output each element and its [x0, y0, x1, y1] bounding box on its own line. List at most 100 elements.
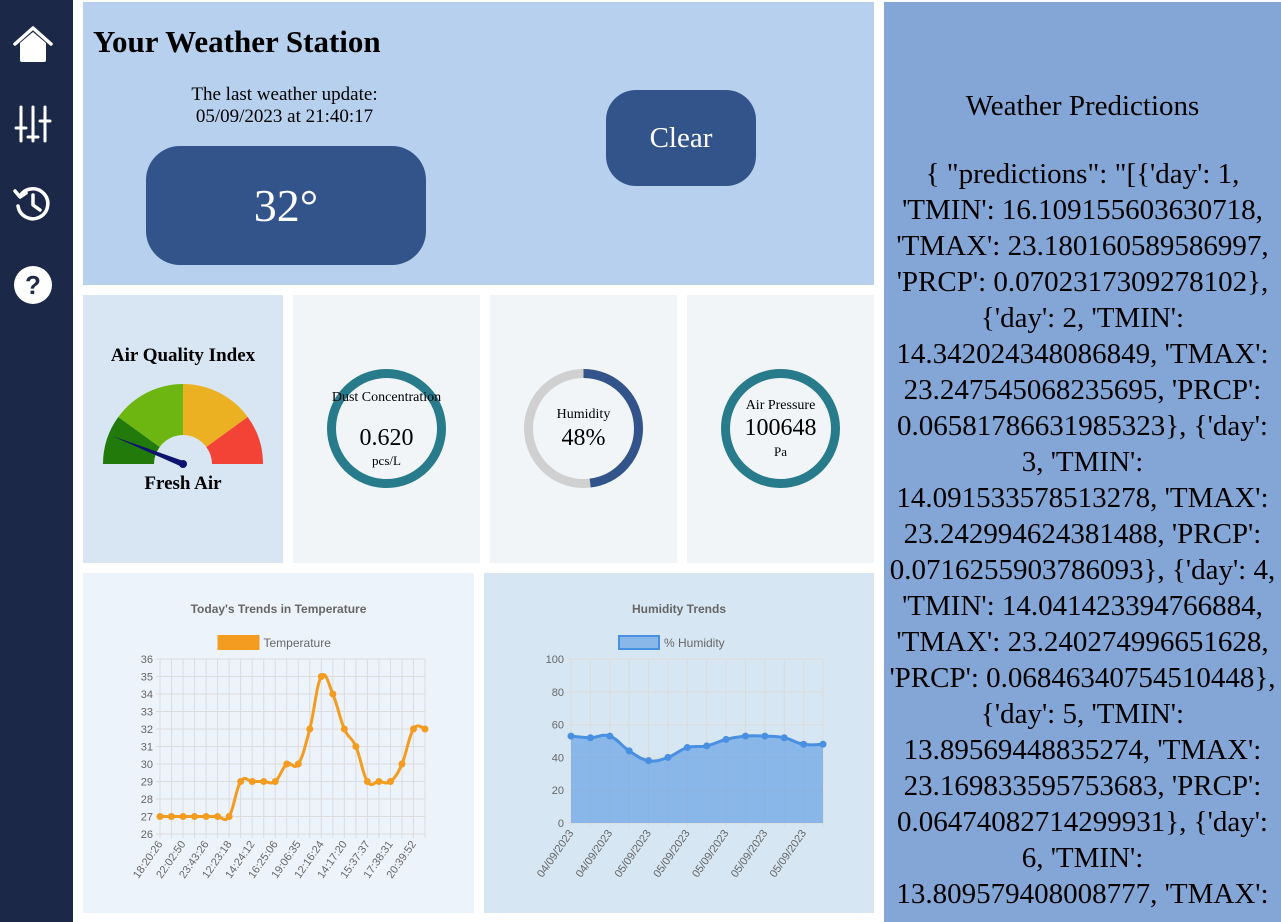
predictions-title: Weather Predictions	[965, 90, 1200, 122]
predictions-panel: Weather Predictions { "predictions": "[{…	[884, 2, 1281, 922]
data-point	[421, 725, 429, 733]
pressure-ring	[721, 369, 840, 488]
humidity-value: 48%	[561, 425, 606, 451]
data-point	[606, 732, 614, 740]
dust-ring	[327, 369, 446, 488]
x-tick-label: 05/09/2023	[690, 828, 731, 880]
dust-label: Dust Concentration	[331, 390, 442, 405]
data-point	[703, 742, 711, 750]
air-quality-card: Air Quality Index Fresh Air	[83, 295, 283, 563]
y-tick-label: 31	[141, 742, 153, 754]
data-point	[237, 778, 245, 785]
data-point	[179, 813, 187, 820]
aqi-title: Air Quality Index	[110, 345, 256, 366]
y-tick-label: 33	[141, 707, 153, 719]
y-tick-label: 30	[141, 759, 153, 771]
humidity-level-arc	[524, 369, 643, 488]
y-tick-label: 40	[552, 752, 564, 764]
y-tick-label: 80	[552, 687, 564, 699]
y-tick-label: 26	[141, 829, 153, 841]
data-point	[352, 743, 360, 750]
last-update-time: 05/09/2023 at 21:40:17	[195, 106, 374, 127]
clear-button[interactable]: Clear	[606, 90, 756, 186]
nav-help-button[interactable]: ?	[13, 265, 53, 305]
dust-concentration-card: Dust Concentration 0.620 pcs/L	[293, 295, 480, 563]
weather-station-panel: Your Weather Station The last weather up…	[83, 2, 874, 285]
home-icon	[13, 26, 53, 62]
gauge-segment-moderate	[118, 384, 183, 447]
x-tick-label: 05/09/2023	[651, 828, 692, 880]
humidity-chart-panel: Humidity Trends % Humidity 0 20 40 60 80 100 04/…	[484, 573, 874, 913]
pressure-value: 100648	[744, 415, 817, 441]
gauge-segment-good	[103, 416, 160, 464]
data-point	[683, 744, 691, 752]
dust-unit: pcs/L	[372, 453, 401, 468]
aqi-gauge	[103, 384, 263, 468]
aqi-status: Fresh Air	[144, 473, 222, 494]
legend-label: Temperature	[264, 636, 332, 650]
data-point	[306, 725, 314, 733]
y-tick-label: 60	[552, 720, 564, 732]
y-tick-label: 35	[141, 672, 153, 684]
gauge-segment-hazardous	[206, 416, 263, 464]
legend-swatch	[217, 635, 260, 650]
data-point	[156, 813, 164, 820]
data-point	[317, 673, 325, 680]
data-point	[722, 735, 730, 743]
sliders-icon	[14, 105, 52, 143]
data-point	[664, 753, 672, 761]
x-tick-label: 05/09/2023	[729, 828, 770, 880]
data-point	[386, 778, 394, 785]
x-tick-label: 04/09/2023	[574, 828, 615, 880]
gauge-segment-poor	[183, 384, 248, 447]
last-update-label: The last weather update:	[191, 84, 378, 105]
humidity-card: Humidity 48%	[490, 295, 677, 563]
data-point	[586, 734, 594, 742]
x-tick-label: 05/09/2023	[613, 828, 654, 880]
air-pressure-card: Air Pressure 100648 Pa	[687, 295, 874, 563]
temperature-chart: Today's Trends in Temperature Temperature…	[131, 602, 429, 881]
y-tick-label: 36	[141, 654, 153, 666]
data-point	[294, 760, 302, 768]
data-point	[260, 778, 268, 785]
chart-title: Today's Trends in Temperature	[191, 602, 367, 616]
data-point	[214, 813, 222, 820]
y-tick-label: 20	[552, 785, 564, 797]
current-temperature: 32°	[146, 146, 426, 265]
data-point	[409, 725, 417, 733]
data-point	[625, 747, 633, 755]
data-point	[363, 778, 371, 785]
y-tick-label: 32	[141, 724, 153, 736]
data-point	[168, 813, 176, 820]
y-tick-label: 27	[141, 812, 153, 824]
chart-title: Humidity Trends	[632, 602, 726, 616]
data-point	[567, 732, 575, 740]
gauge-needle-shape	[112, 436, 185, 467]
y-tick-label: 100	[546, 654, 564, 666]
data-point	[375, 778, 383, 785]
data-point	[271, 778, 279, 785]
nav-history-button[interactable]	[13, 184, 53, 224]
gauge-needle	[112, 436, 187, 468]
data-point	[329, 690, 337, 698]
page-title: Your Weather Station	[93, 24, 381, 59]
data-point	[191, 813, 199, 820]
data-point	[761, 732, 769, 740]
y-tick-label: 28	[141, 794, 153, 806]
data-point	[398, 760, 406, 768]
help-icon: ?	[14, 266, 52, 304]
pressure-unit: Pa	[774, 444, 787, 459]
data-point	[741, 732, 749, 740]
data-point	[248, 778, 256, 785]
nav-home-button[interactable]	[13, 24, 53, 64]
nav-settings-button[interactable]	[13, 104, 53, 144]
series-area	[571, 735, 823, 823]
data-point	[225, 813, 233, 820]
y-tick-label: 29	[141, 777, 153, 789]
data-point	[800, 740, 808, 748]
humidity-chart: Humidity Trends % Humidity 0 20 40 60 80 100 04/…	[535, 602, 827, 880]
y-tick-label: 34	[141, 689, 153, 701]
svg-text:?: ?	[25, 270, 41, 300]
data-point	[645, 757, 653, 765]
data-point	[780, 734, 788, 742]
